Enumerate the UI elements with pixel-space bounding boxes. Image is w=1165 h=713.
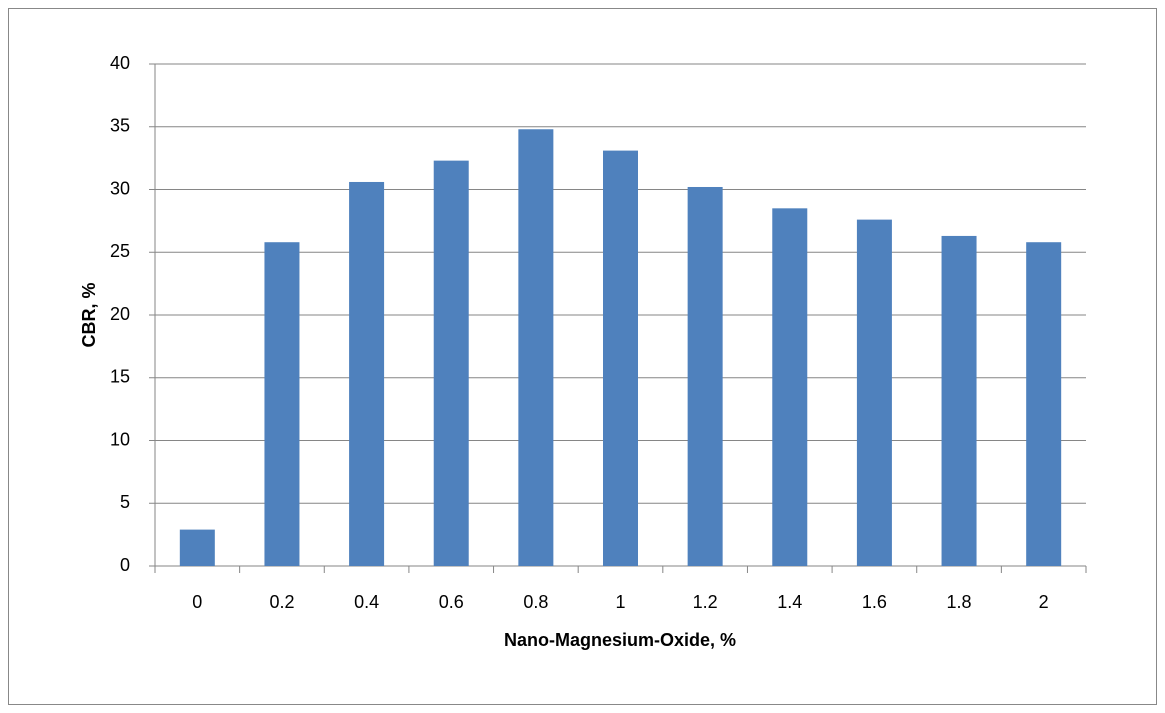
- y-tick-label: 40: [110, 53, 130, 73]
- chart-border: [8, 8, 1157, 705]
- x-tick-label: 0: [192, 592, 202, 612]
- y-tick-label: 30: [110, 178, 130, 198]
- bar: [856, 219, 892, 566]
- x-tick-label: 0.8: [523, 592, 548, 612]
- bar: [687, 186, 723, 567]
- bar: [264, 242, 300, 566]
- bar: [518, 129, 554, 566]
- y-tick-label: 35: [110, 116, 130, 136]
- x-tick-label: 1.8: [947, 592, 972, 612]
- x-axis-label: Nano-Magnesium-Oxide, %: [504, 630, 736, 650]
- y-tick-label: 25: [110, 241, 130, 261]
- x-tick-label: 1.6: [862, 592, 887, 612]
- x-tick-label: 1: [615, 592, 625, 612]
- y-tick-label: 0: [120, 555, 130, 575]
- x-tick-label: 1.4: [777, 592, 802, 612]
- bar: [772, 208, 808, 566]
- x-tick-label: 0.6: [439, 592, 464, 612]
- y-tick-label: 20: [110, 304, 130, 324]
- bar: [349, 181, 385, 566]
- x-tick-label: 1.2: [693, 592, 718, 612]
- y-tick-label: 15: [110, 367, 130, 387]
- x-tick-label: 0.4: [354, 592, 379, 612]
- x-tick-label: 0.2: [269, 592, 294, 612]
- y-tick-label: 10: [110, 429, 130, 449]
- bar: [603, 150, 638, 566]
- y-tick-label: 5: [120, 492, 130, 512]
- x-tick-label: 2: [1039, 592, 1049, 612]
- bar: [433, 160, 469, 566]
- bar: [1026, 242, 1062, 566]
- bar: [941, 235, 977, 566]
- bar: [179, 529, 215, 566]
- y-axis-label: CBR, %: [79, 282, 99, 347]
